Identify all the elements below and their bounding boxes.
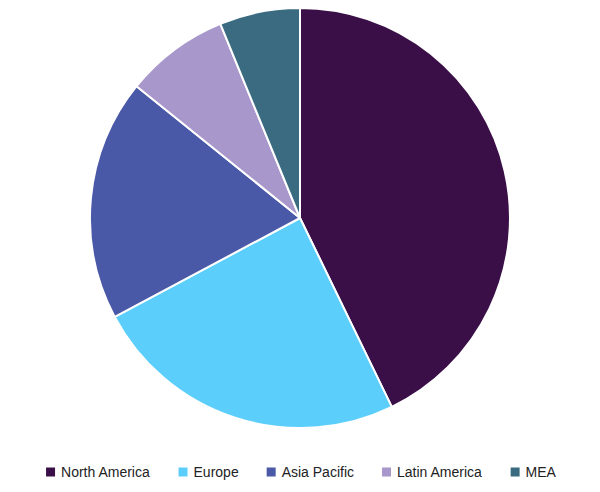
svg-text:Latin America: Latin America [397,464,482,480]
svg-text:North America: North America [61,464,150,480]
svg-text:Europe: Europe [194,464,239,480]
svg-text:Asia Pacific: Asia Pacific [282,464,354,480]
svg-text:MEA: MEA [526,464,557,480]
